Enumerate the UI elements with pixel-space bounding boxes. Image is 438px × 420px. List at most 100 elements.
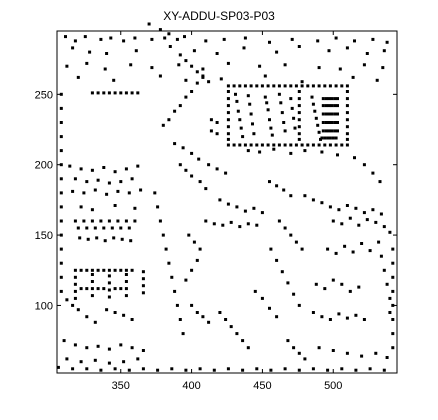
data-point bbox=[294, 240, 298, 244]
data-point bbox=[391, 318, 395, 321]
data-point bbox=[136, 164, 140, 168]
y-tick-label: 150 bbox=[35, 230, 53, 242]
data-point bbox=[190, 64, 194, 68]
data-point bbox=[345, 90, 349, 93]
data-point bbox=[178, 53, 182, 57]
data-point bbox=[238, 118, 242, 122]
data-point bbox=[229, 325, 233, 329]
data-point bbox=[324, 104, 328, 108]
data-point bbox=[170, 275, 174, 279]
data-point bbox=[327, 49, 331, 53]
data-point bbox=[65, 298, 69, 302]
data-point bbox=[173, 289, 177, 293]
data-point bbox=[327, 104, 331, 108]
data-point bbox=[371, 208, 375, 212]
data-point bbox=[255, 84, 259, 88]
data-point bbox=[107, 361, 111, 365]
data-point bbox=[163, 36, 167, 40]
data-point bbox=[330, 97, 334, 101]
data-point bbox=[345, 104, 349, 108]
data-point bbox=[198, 367, 202, 371]
data-point bbox=[86, 237, 90, 241]
data-point bbox=[348, 216, 352, 220]
data-point bbox=[141, 367, 145, 371]
data-point bbox=[141, 291, 145, 295]
data-point bbox=[178, 318, 182, 321]
data-point bbox=[345, 111, 349, 115]
data-point bbox=[374, 351, 378, 355]
data-point bbox=[73, 177, 77, 181]
data-point bbox=[113, 204, 117, 207]
data-point bbox=[297, 45, 301, 48]
data-point bbox=[263, 74, 267, 78]
data-point bbox=[184, 78, 188, 82]
data-point bbox=[127, 226, 131, 230]
data-point bbox=[184, 368, 188, 372]
data-point bbox=[164, 247, 168, 251]
data-point bbox=[201, 67, 205, 71]
data-point bbox=[130, 346, 134, 350]
data-point bbox=[124, 294, 128, 298]
data-point bbox=[255, 367, 259, 371]
data-point bbox=[218, 311, 222, 314]
data-point bbox=[283, 63, 287, 67]
data-point bbox=[336, 129, 339, 133]
data-point bbox=[107, 295, 111, 299]
data-point bbox=[336, 112, 339, 116]
data-point bbox=[73, 268, 77, 272]
data-point bbox=[130, 268, 134, 272]
data-point bbox=[362, 318, 366, 321]
data-point bbox=[88, 50, 92, 54]
data-point bbox=[333, 97, 337, 101]
data-point bbox=[324, 112, 328, 116]
points-layer bbox=[56, 22, 395, 372]
data-point bbox=[215, 167, 219, 171]
data-point bbox=[283, 129, 287, 133]
data-point bbox=[388, 311, 392, 314]
data-point bbox=[90, 91, 94, 95]
data-point bbox=[209, 118, 213, 122]
data-point bbox=[357, 285, 361, 289]
data-point bbox=[82, 191, 86, 195]
data-point bbox=[119, 268, 123, 272]
data-point bbox=[388, 296, 392, 300]
data-point bbox=[306, 84, 310, 88]
data-point bbox=[289, 143, 293, 147]
data-point bbox=[391, 332, 395, 336]
data-point bbox=[246, 149, 250, 153]
data-point bbox=[224, 171, 228, 175]
data-point bbox=[116, 219, 120, 223]
data-point bbox=[226, 90, 230, 93]
data-point bbox=[65, 64, 69, 68]
data-point bbox=[112, 236, 116, 240]
data-point bbox=[253, 289, 257, 293]
data-point bbox=[124, 268, 128, 272]
data-point bbox=[277, 84, 281, 88]
data-point bbox=[321, 121, 325, 124]
data-point bbox=[243, 143, 247, 147]
data-point bbox=[345, 143, 349, 147]
data-point bbox=[286, 281, 290, 285]
data-point bbox=[238, 225, 242, 229]
data-point bbox=[357, 223, 361, 227]
data-point bbox=[215, 52, 219, 55]
data-point bbox=[260, 84, 264, 88]
data-point bbox=[328, 136, 332, 140]
data-point bbox=[190, 90, 194, 93]
data-point bbox=[119, 91, 123, 95]
data-point bbox=[139, 188, 143, 192]
data-point bbox=[226, 202, 230, 206]
data-point bbox=[226, 137, 230, 141]
data-point bbox=[290, 106, 294, 110]
data-point bbox=[360, 242, 364, 245]
data-point bbox=[109, 36, 113, 40]
data-point bbox=[326, 368, 330, 372]
data-point bbox=[311, 143, 315, 147]
data-point bbox=[112, 78, 116, 82]
x-tick-label: 500 bbox=[324, 380, 342, 392]
y-tick-label: 100 bbox=[35, 300, 53, 312]
data-point bbox=[354, 368, 358, 372]
data-point bbox=[297, 303, 301, 307]
data-point bbox=[317, 130, 321, 134]
data-point bbox=[321, 104, 325, 108]
